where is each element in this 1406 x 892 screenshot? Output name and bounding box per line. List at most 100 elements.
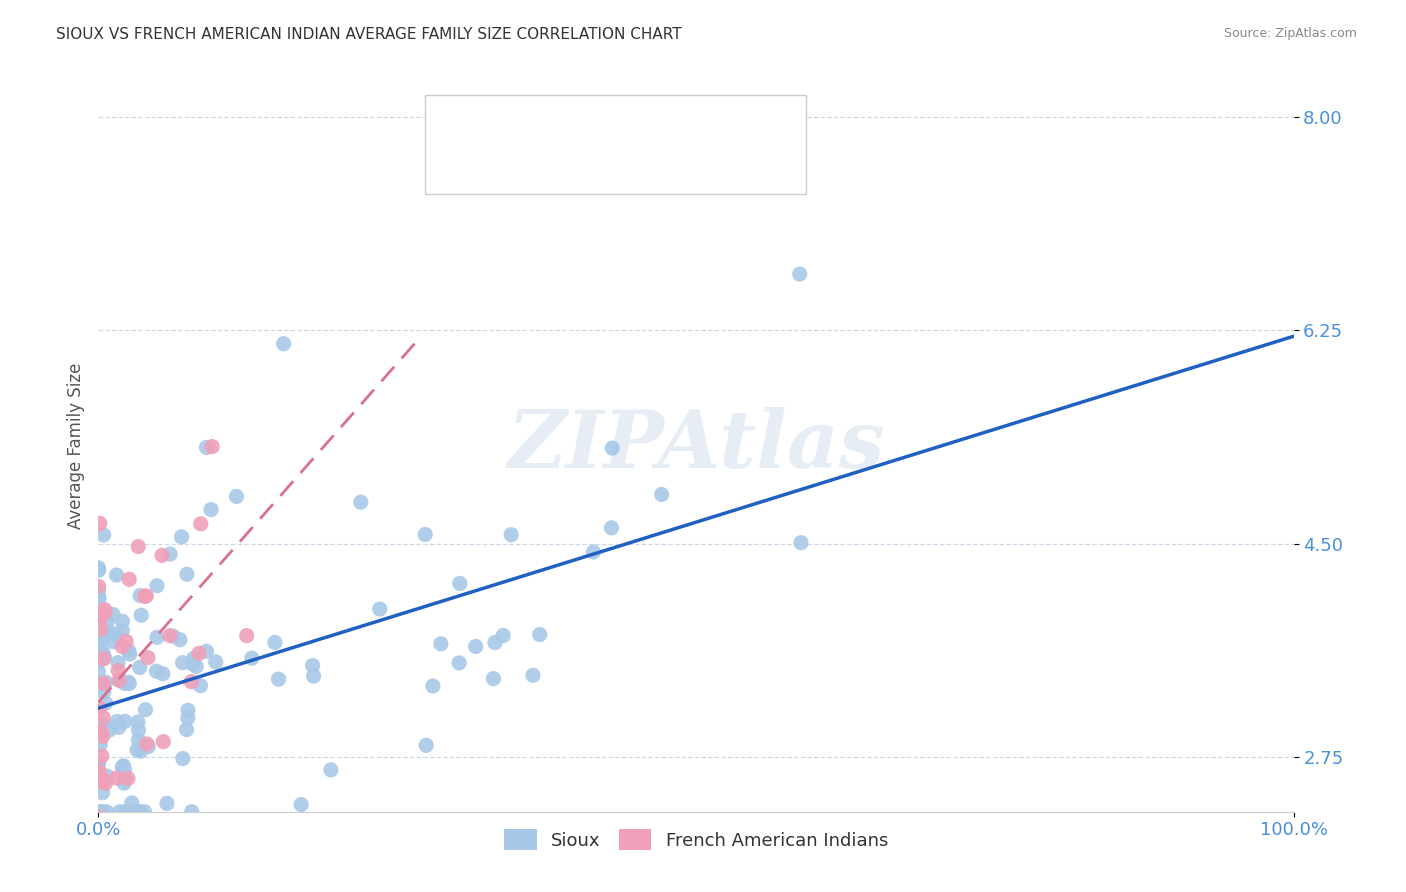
Point	[128, 660, 150, 674]
Point	[118, 676, 141, 690]
Point	[87, 590, 110, 604]
Point	[96, 805, 118, 819]
Point	[129, 744, 152, 758]
Point	[176, 723, 198, 737]
Point	[464, 640, 486, 654]
Point	[89, 701, 111, 715]
Point	[127, 723, 149, 737]
Point	[422, 679, 444, 693]
Point	[200, 502, 222, 516]
Point	[117, 675, 139, 690]
Point	[118, 647, 141, 661]
Point	[190, 679, 212, 693]
Point	[170, 530, 193, 544]
Point	[449, 656, 471, 670]
Point	[91, 710, 114, 724]
Point	[87, 805, 110, 819]
Point	[127, 805, 149, 819]
Point	[89, 738, 111, 752]
Point	[87, 766, 110, 780]
Point	[98, 723, 121, 737]
Point	[91, 730, 114, 744]
Point	[101, 607, 124, 622]
Point	[127, 714, 149, 729]
Point	[172, 751, 194, 765]
Point	[162, 629, 184, 643]
Point	[181, 657, 204, 672]
Point	[415, 739, 437, 753]
Point	[87, 756, 110, 771]
Point	[93, 650, 115, 665]
Point	[120, 805, 142, 819]
Point	[180, 674, 202, 689]
Point	[186, 659, 208, 673]
Point	[350, 495, 373, 509]
Point	[107, 720, 129, 734]
Point	[87, 644, 110, 658]
Point	[91, 772, 114, 786]
Point	[484, 635, 506, 649]
Point	[150, 549, 173, 563]
Point	[529, 627, 551, 641]
Point	[169, 632, 191, 647]
Point	[114, 714, 136, 729]
Point	[87, 583, 110, 598]
Point	[91, 774, 114, 789]
Point	[112, 776, 135, 790]
Point	[183, 651, 205, 665]
Text: Source: ZipAtlas.com: Source: ZipAtlas.com	[1223, 27, 1357, 40]
Point	[114, 676, 136, 690]
Point	[129, 589, 152, 603]
Point	[135, 737, 157, 751]
Point	[87, 805, 110, 819]
Point	[430, 637, 453, 651]
Point	[94, 696, 117, 710]
Point	[104, 628, 127, 642]
Point	[94, 776, 117, 790]
Point	[93, 651, 115, 665]
Point	[89, 805, 111, 819]
Point	[290, 797, 312, 812]
Point	[90, 749, 112, 764]
Point	[111, 760, 134, 774]
Point	[145, 664, 167, 678]
Point	[93, 676, 115, 690]
Point	[107, 664, 129, 678]
Point	[105, 714, 128, 729]
Point	[301, 658, 323, 673]
Point	[87, 829, 110, 843]
Point	[90, 633, 112, 648]
Point	[87, 608, 110, 623]
Point	[146, 631, 169, 645]
Point	[114, 805, 136, 819]
Point	[195, 644, 218, 658]
Point	[146, 579, 169, 593]
Point	[87, 560, 110, 574]
Point	[111, 624, 134, 638]
Point	[134, 590, 156, 604]
Text: R = 0.392   N =  42: R = 0.392 N = 42	[491, 157, 668, 175]
Point	[651, 487, 673, 501]
Point	[89, 773, 111, 788]
Point	[117, 772, 139, 786]
Point	[482, 672, 505, 686]
Point	[98, 625, 121, 640]
Point	[195, 441, 218, 455]
Point	[91, 786, 114, 800]
Point	[134, 703, 156, 717]
Point	[413, 527, 436, 541]
Point	[87, 563, 110, 577]
Point	[87, 665, 110, 680]
Point	[156, 797, 179, 811]
Point	[522, 668, 544, 682]
Point	[235, 629, 257, 643]
Point	[94, 675, 117, 690]
Point	[87, 610, 110, 624]
Point	[177, 703, 200, 717]
Point	[267, 672, 290, 686]
Point	[96, 769, 118, 783]
Point	[600, 521, 623, 535]
Point	[87, 655, 110, 669]
Point	[91, 648, 114, 662]
Point	[118, 644, 141, 658]
